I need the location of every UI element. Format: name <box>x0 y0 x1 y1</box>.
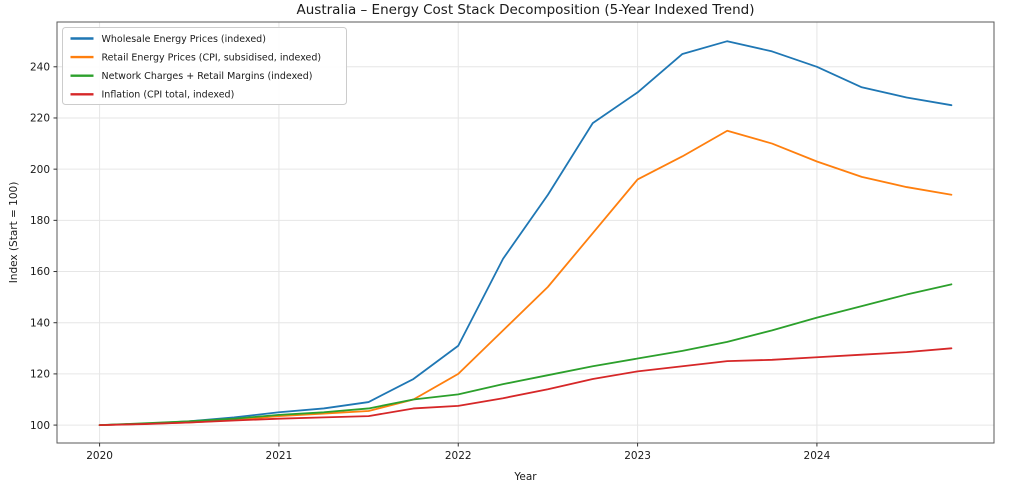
y-tick-label: 100 <box>30 420 50 432</box>
axes-spines <box>56 21 995 444</box>
tick-labels: 100 120 140 160 180 200 220 240 2020 2021 2022 2023… <box>30 61 831 462</box>
legend: Wholesale Energy Prices (indexed) Retail … <box>62 27 347 105</box>
legend-label: Wholesale Energy Prices (indexed) <box>102 34 266 45</box>
legend-item-retail-energy-prices: Retail Energy Prices (CPI, subsidised, i… <box>70 53 322 64</box>
x-tick-label: 2022 <box>445 450 472 462</box>
x-tick-label: 2023 <box>624 450 651 462</box>
y-tick-label: 240 <box>30 61 50 73</box>
legend-item-network-charges-retail-margins: Network Charges + Retail Margins (indexe… <box>70 71 313 82</box>
legend-item-inflation-cpi-total: Inflation (CPI total, indexed) <box>70 90 235 101</box>
x-tick-label: 2020 <box>86 450 113 462</box>
tick-marks <box>53 66 818 447</box>
legend-label: Network Charges + Retail Margins (indexe… <box>102 71 313 82</box>
y-tick-label: 140 <box>30 317 50 329</box>
legend-label: Inflation (CPI total, indexed) <box>102 90 235 101</box>
y-tick-label: 200 <box>30 164 50 176</box>
axis-title-x: Year <box>513 471 537 483</box>
x-tick-label: 2024 <box>804 450 831 462</box>
x-tick-label: 2021 <box>266 450 293 462</box>
series-line-inflation-cpi-total <box>98 347 953 426</box>
gridlines <box>57 22 994 443</box>
axis-title-y: Index (Start = 100) <box>8 182 20 284</box>
y-tick-label: 180 <box>30 215 50 227</box>
legend-item-wholesale-energy-prices: Wholesale Energy Prices (indexed) <box>70 34 266 45</box>
y-tick-label: 220 <box>30 113 50 125</box>
y-tick-label: 120 <box>30 369 50 381</box>
y-tick-label: 160 <box>30 266 50 278</box>
series-line-wholesale-energy-prices <box>98 40 953 426</box>
series-line-network-charges-retail-margins <box>98 283 953 426</box>
legend-label: Retail Energy Prices (CPI, subsidised, i… <box>102 53 322 64</box>
legend-box <box>62 27 347 105</box>
chart-title: Australia – Energy Cost Stack Decomposit… <box>297 2 755 18</box>
